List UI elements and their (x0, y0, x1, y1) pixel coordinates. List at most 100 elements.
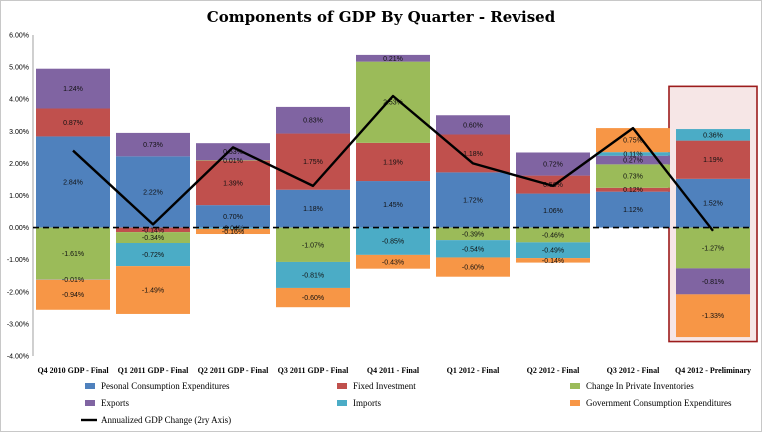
category-label: Q1 2011 GDP - Final (118, 366, 189, 375)
legend-swatch (337, 383, 347, 389)
bar-segment (116, 156, 190, 228)
data-label: 0.73% (623, 174, 643, 181)
bar-segment (596, 155, 670, 165)
data-label: 0.70% (223, 214, 243, 221)
data-label: 0.60% (463, 122, 483, 129)
legend-label: Annualized GDP Change (2ry Axis) (101, 415, 231, 425)
data-label: 0.36% (703, 132, 723, 139)
bar-segment (116, 243, 190, 267)
data-label: 1.19% (703, 157, 723, 164)
bar-segment (276, 261, 350, 288)
data-label: 1.45% (383, 202, 403, 209)
data-label: 2.22% (143, 189, 163, 196)
bar-segment (676, 268, 750, 295)
bar-segment (196, 205, 270, 228)
category-label: Q1 2012 - Final (447, 366, 500, 375)
legend-swatch (570, 400, 580, 406)
bar-segment (36, 68, 110, 109)
category-label: Q3 2011 GDP - Final (278, 366, 349, 375)
bar-segment (436, 257, 510, 277)
y-tick-label: -2.00% (7, 289, 29, 296)
chart-title: Components of GDP By Quarter - Revised (207, 8, 556, 26)
legend-swatch (85, 383, 95, 389)
bar-segment (356, 254, 430, 269)
data-label: 1.06% (543, 208, 563, 215)
bar-segment (36, 279, 110, 280)
legend-label: Fixed Investment (353, 381, 416, 391)
data-label: 2.84% (63, 180, 83, 187)
data-label: 1.39% (223, 180, 243, 187)
data-label: 0.73% (143, 142, 163, 149)
bar-segment (596, 187, 670, 192)
data-label: -0.60% (302, 295, 324, 302)
data-label: 1.18% (303, 206, 323, 213)
bar-segment (116, 227, 190, 233)
data-label: -1.61% (62, 251, 84, 258)
bar-segment (676, 178, 750, 228)
data-label: 1.24% (63, 86, 83, 93)
bar-segment (436, 227, 510, 241)
data-label: 1.75% (303, 159, 323, 166)
data-label: -0.01% (62, 277, 84, 284)
data-label: 0.72% (543, 162, 563, 169)
data-label: -0.14% (542, 258, 564, 265)
legend-label: Change In Private Inventories (586, 381, 694, 391)
category-label: Q2 2012 - Final (527, 366, 580, 375)
data-label: -0.85% (382, 239, 404, 246)
data-label: -0.60% (462, 265, 484, 272)
bar-segment (276, 287, 350, 308)
bar-segment (276, 189, 350, 228)
data-label: 0.75% (623, 138, 643, 145)
data-label: 1.12% (623, 207, 643, 214)
bar-segment (276, 133, 350, 190)
data-label: -0.39% (462, 231, 484, 238)
bar-segment (36, 279, 110, 310)
y-tick-label: -1.00% (7, 257, 29, 264)
bar-segment (356, 227, 430, 255)
legend-label: Imports (353, 398, 381, 408)
category-label: Q2 2011 GDP - Final (198, 366, 269, 375)
data-label: -0.46% (542, 232, 564, 239)
bar-segment (596, 152, 670, 156)
category-label: Q4 2012 - Preliminary (675, 366, 751, 375)
bar-segment (436, 172, 510, 228)
category-label: Q3 2012 - Final (607, 366, 660, 375)
data-label: -0.34% (142, 235, 164, 242)
data-label: -0.81% (702, 279, 724, 286)
data-label: -1.27% (702, 245, 724, 252)
bar-segment (356, 142, 430, 182)
bar-segment (516, 227, 590, 243)
y-tick-label: 6.00% (9, 33, 29, 40)
bar-segment (36, 227, 110, 280)
legend-swatch (337, 400, 347, 406)
data-label: 1.72% (463, 197, 483, 204)
bar-segment (276, 106, 350, 134)
bar-segment (516, 193, 590, 228)
y-tick-label: 4.00% (9, 97, 29, 104)
category-label: Q4 2010 GDP - Final (37, 366, 109, 375)
bar-segment (116, 132, 190, 157)
y-tick-label: 0.00% (9, 225, 29, 232)
y-tick-label: 3.00% (9, 129, 29, 136)
bar-segment (196, 228, 270, 235)
data-label: 0.11% (623, 151, 642, 158)
data-label: 0.53% (223, 149, 243, 156)
data-label: -0.16% (222, 229, 244, 236)
legend-swatch (570, 383, 580, 389)
data-label: 0.01% (223, 158, 243, 165)
bar-segment (436, 115, 510, 135)
bar-segment (356, 54, 430, 62)
data-label: -1.49% (142, 288, 164, 295)
data-label: -0.49% (542, 248, 564, 255)
bar-segment (596, 128, 670, 153)
data-label: 0.87% (63, 120, 83, 127)
bar-segment (356, 181, 430, 228)
data-label: 0.21% (383, 56, 403, 63)
data-label: 0.83% (303, 118, 323, 125)
bar-segment (516, 258, 590, 263)
y-tick-label: 5.00% (9, 65, 29, 72)
legend-label: Exports (101, 398, 129, 408)
data-label: -0.04% (222, 226, 244, 233)
